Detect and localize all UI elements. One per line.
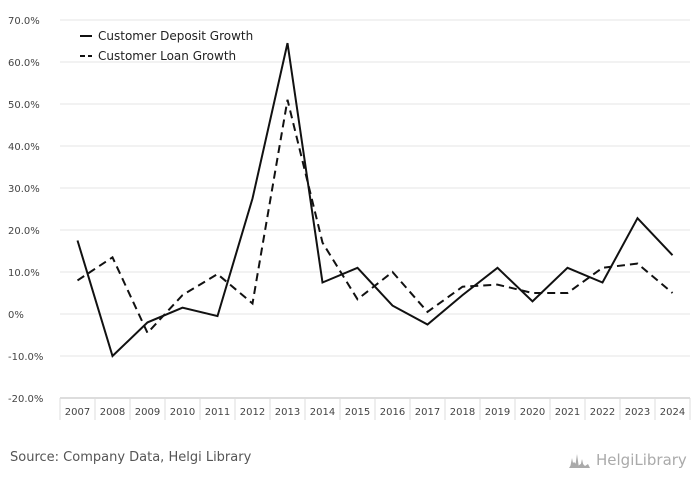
y-tick-label: 50.0%: [8, 100, 40, 111]
x-tick-label: 2009: [135, 407, 160, 418]
x-tick-label: 2024: [660, 407, 685, 418]
x-tick-label: 2012: [240, 407, 265, 418]
x-tick-label: 2020: [520, 407, 545, 418]
x-tick-label: 2023: [625, 407, 650, 418]
x-tick-label: 2014: [310, 407, 335, 418]
y-tick-label: 40.0%: [8, 142, 40, 153]
x-tick-label: 2017: [415, 407, 440, 418]
x-tick-label: 2019: [485, 407, 510, 418]
line-chart: -20.0% -10.0% 0% 10.0% 20.0% 30.0% 40.0% 50.0% 6…: [8, 16, 691, 420]
y-tick-label: 20.0%: [8, 226, 40, 237]
y-tick-label: -10.0%: [8, 352, 43, 363]
x-tick-label: 2010: [170, 407, 195, 418]
x-tick-label: 2007: [65, 407, 90, 418]
y-tick-label: 60.0%: [8, 58, 40, 69]
legend-label: Customer Loan Growth: [98, 49, 236, 63]
legend-label: Customer Deposit Growth: [98, 29, 253, 43]
y-tick-label: 0%: [8, 310, 24, 321]
y-tick-label: -20.0%: [8, 394, 43, 405]
series-line-customer-deposit-growth: [76, 42, 674, 358]
x-tick-label: 2016: [380, 407, 405, 418]
helgi-library-logo-icon: [569, 454, 590, 468]
x-tick-label: 2022: [590, 407, 615, 418]
helgi-library-brand[interactable]: HelgiLibrary: [568, 447, 687, 473]
y-tick-label: 70.0%: [8, 16, 40, 27]
x-tick-label: 2018: [450, 407, 475, 418]
y-tick-label: 30.0%: [8, 184, 40, 195]
y-tick-label: 10.0%: [8, 268, 40, 279]
source-note: Source: Company Data, Helgi Library: [10, 450, 252, 465]
x-tick-label: 2011: [205, 407, 230, 418]
x-tick-label: 2008: [100, 407, 125, 418]
x-tick-label: 2015: [345, 407, 370, 418]
x-tick-label: 2021: [555, 407, 580, 418]
x-tick-label: 2013: [275, 407, 300, 418]
brand-name: HelgiLibrary: [596, 451, 687, 469]
series-line-customer-loan-growth: [76, 99, 674, 335]
